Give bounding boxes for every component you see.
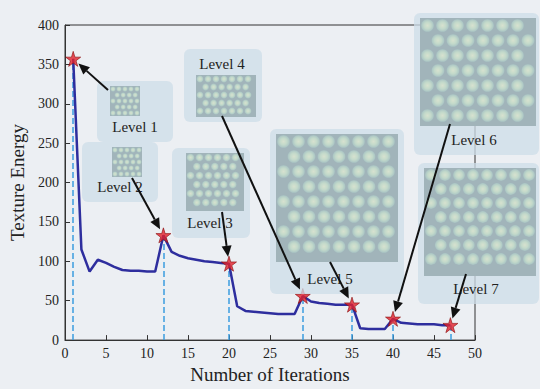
svg-text:Level 5: Level 5 <box>307 271 352 287</box>
svg-text:Number of Iterations: Number of Iterations <box>190 364 349 385</box>
svg-text:20: 20 <box>222 346 236 361</box>
svg-text:Level 6: Level 6 <box>451 132 497 148</box>
svg-text:50: 50 <box>45 293 59 308</box>
svg-text:5: 5 <box>103 346 110 361</box>
svg-text:15: 15 <box>181 346 195 361</box>
svg-text:25: 25 <box>263 346 277 361</box>
svg-text:Level 1: Level 1 <box>112 119 157 135</box>
svg-text:50: 50 <box>468 346 482 361</box>
svg-text:Level 7: Level 7 <box>453 281 499 297</box>
svg-text:Texture Energy: Texture Energy <box>7 124 28 242</box>
svg-text:100: 100 <box>38 254 59 269</box>
svg-text:0: 0 <box>52 333 59 348</box>
svg-text:45: 45 <box>427 346 441 361</box>
svg-text:35: 35 <box>345 346 359 361</box>
svg-text:30: 30 <box>304 346 318 361</box>
svg-text:200: 200 <box>38 175 59 190</box>
svg-text:300: 300 <box>38 96 59 111</box>
svg-text:250: 250 <box>38 136 59 151</box>
svg-text:400: 400 <box>38 18 59 33</box>
svg-text:Level 4: Level 4 <box>199 56 245 72</box>
svg-text:Level 3: Level 3 <box>187 215 232 231</box>
svg-text:10: 10 <box>140 346 154 361</box>
svg-text:40: 40 <box>386 346 400 361</box>
svg-text:0: 0 <box>62 346 69 361</box>
svg-text:350: 350 <box>38 57 59 72</box>
svg-text:Level 2: Level 2 <box>97 179 143 195</box>
svg-text:150: 150 <box>38 214 59 229</box>
